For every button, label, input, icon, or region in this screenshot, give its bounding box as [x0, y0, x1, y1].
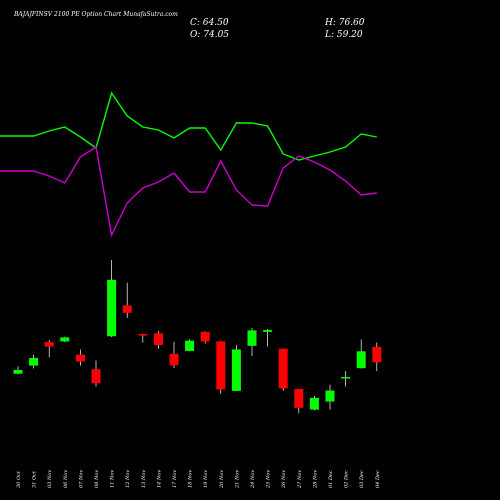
candle [138, 333, 148, 343]
x-tick-label: 04 Dec [375, 470, 381, 488]
candle [75, 349, 85, 366]
candle-body [60, 337, 70, 342]
candle-body [372, 346, 382, 363]
x-tick-label: 31 Oct [32, 470, 38, 488]
x-tick-label: 26 Nov [281, 470, 287, 489]
chart-title: BAJAJFINSV 2100 PE Option Chart MunafaSu… [13, 11, 178, 18]
candle-body [44, 342, 54, 347]
x-tick-label: 07 Nov [78, 470, 84, 488]
candle [231, 345, 241, 392]
candle [29, 354, 39, 369]
candle [247, 328, 257, 357]
x-tick-label: 03 Nov [47, 470, 53, 488]
candle [185, 339, 195, 352]
candle-body [356, 351, 366, 369]
candles [13, 260, 382, 414]
green-overlay-line [0, 91, 377, 161]
candle [372, 342, 382, 372]
x-tick-label: 27 Nov [297, 470, 303, 489]
candle-body [263, 330, 273, 332]
candle [263, 328, 273, 347]
candle-body [325, 390, 335, 402]
candle-body [29, 357, 39, 366]
candle-body [75, 354, 85, 362]
candle [356, 339, 366, 369]
candle [122, 282, 132, 318]
candle [200, 331, 210, 344]
x-tick-label: 02 Dec [344, 470, 350, 488]
candle [107, 260, 117, 337]
x-tick-label: 25 Nov [266, 470, 272, 489]
candle-body [107, 279, 117, 337]
candle-body [185, 340, 195, 351]
candle-body [309, 397, 319, 410]
x-tick-label: 06 Nov [63, 470, 69, 488]
low-value: L: 59.20 [324, 30, 363, 40]
candle-body [278, 348, 288, 389]
x-tick-label: 12 Nov [125, 470, 131, 488]
candle-body [247, 330, 257, 346]
candle [44, 339, 54, 358]
candle [309, 396, 319, 411]
candle-body [231, 349, 241, 391]
open-value: O: 74.05 [190, 30, 229, 40]
purple-overlay-line [0, 145, 377, 238]
x-axis-ticks: 30 Oct 31 Oct 03 Nov 06 Nov 07 Nov 08 Nov 11 N… [16, 470, 381, 489]
x-tick-label: 08 Nov [94, 470, 100, 488]
candle [169, 341, 179, 369]
candle-body [153, 333, 163, 346]
close-value: C: 64.50 [190, 18, 229, 28]
candle-body [294, 389, 304, 408]
candle [325, 384, 335, 410]
candle-body [13, 370, 23, 374]
high-value: H: 76.60 [324, 18, 365, 28]
x-tick-label: 11 Nov [110, 470, 116, 488]
overlay-lines [0, 91, 377, 238]
candle-body [341, 376, 351, 379]
x-tick-label: 28 Nov [312, 470, 318, 489]
x-tick-label: 19 Nov [203, 470, 209, 488]
candle-body [122, 305, 132, 313]
candle-body [169, 353, 179, 366]
candle [294, 388, 304, 414]
candle [153, 331, 163, 349]
x-tick-label: 30 Oct [16, 470, 22, 488]
candle [13, 366, 23, 375]
x-tick-label: 24 Nov [250, 470, 256, 489]
x-tick-label: 14 Nov [156, 470, 162, 488]
x-tick-label: 13 Nov [141, 470, 147, 488]
x-tick-label: 03 Dec [359, 470, 365, 488]
candle-body [200, 331, 210, 342]
x-tick-label: 21 Nov [234, 470, 240, 489]
x-tick-label: 18 Nov [188, 470, 194, 488]
candle [60, 336, 70, 343]
x-tick-label: 17 Nov [172, 470, 178, 488]
candle-body [216, 341, 226, 390]
candle-body [91, 369, 101, 384]
x-tick-label: 20 Nov [219, 470, 225, 489]
candle [341, 371, 351, 387]
candle [278, 348, 288, 391]
x-tick-label: 01 Dec [328, 470, 334, 488]
candle-body [138, 334, 148, 336]
candle [216, 341, 226, 394]
candle [91, 360, 101, 387]
